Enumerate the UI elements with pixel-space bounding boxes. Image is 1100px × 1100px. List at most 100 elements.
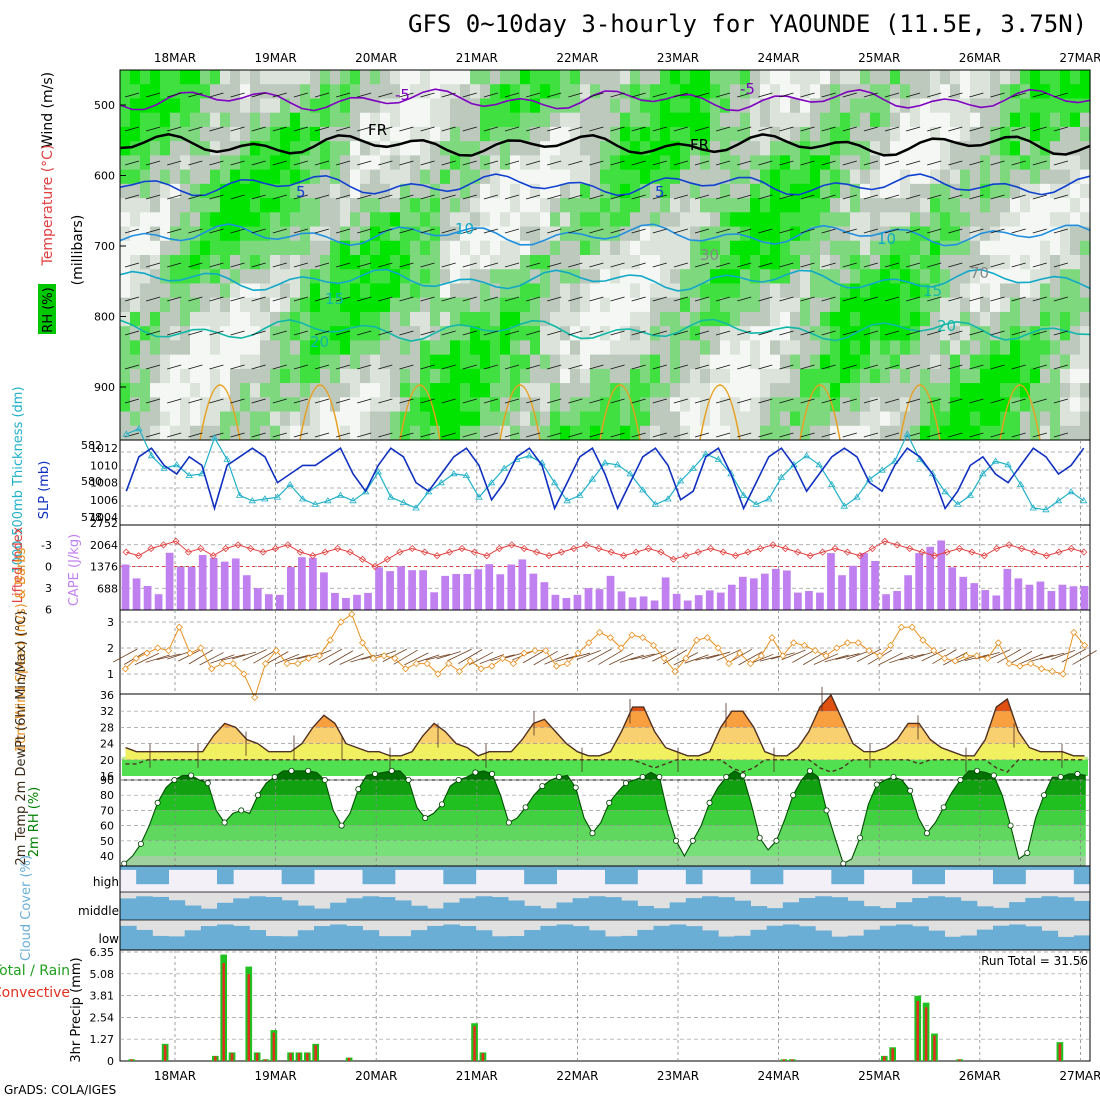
rh-cell [970,269,981,285]
rh-cell [880,169,891,185]
rh-cell [910,297,921,313]
rh-cell [700,397,711,413]
rh-point [857,834,864,841]
wind-barb [124,160,140,166]
rh-cell [920,311,931,327]
rh-cell [130,297,141,313]
rh-cell [790,169,801,185]
wind-barb [336,194,351,200]
date-label-bottom: 21MAR [456,1069,498,1083]
wind-barb [969,330,984,336]
wind-barb [399,398,414,404]
rh-cell [610,425,621,441]
wind-speed-point [919,636,927,644]
rh-cell [950,411,961,427]
rh-cell [630,354,641,370]
rh-cell [130,269,141,285]
rh-cell [1040,383,1051,398]
rh-cell [860,411,871,427]
rh-point [706,799,713,806]
rh-cell [580,255,591,270]
rh-cell [680,297,691,313]
cloud-cover-cell [572,926,590,950]
rh-cell [700,297,711,313]
rh-cell [150,425,161,441]
rh-cell [340,283,351,299]
wind-barb [884,126,900,132]
wind-barb [167,92,182,98]
rh-cell [980,368,991,384]
rh-cell [560,326,571,341]
rh-cell [120,311,131,327]
rh-cell [440,126,451,142]
rh-cell [1040,198,1051,213]
rh-cell [480,383,491,398]
wind-barb [209,330,224,336]
rh-cell [200,84,211,100]
rh-cell [810,84,821,100]
temperature-contour [299,384,341,441]
wind-barb [835,653,860,660]
rh-cell [310,98,321,114]
wind-barb [314,364,330,370]
rh-cell [670,212,681,228]
rh-cell [1070,212,1081,228]
wind-barb [420,160,435,166]
rh-cell [450,255,461,270]
rh-cell [590,112,601,128]
rh-cell [680,383,691,398]
rh-cell [810,169,821,185]
thickness-point [424,488,433,495]
thickness-point [588,475,597,482]
rh-cell [150,183,161,199]
rh-cell [620,198,631,213]
rh-point [974,767,981,774]
wind-barb [863,126,878,132]
wind-barb [737,126,752,132]
wind-barb [716,398,731,404]
rh-cell [570,169,581,185]
rh-cell [200,283,211,299]
rh-cell [1000,340,1011,356]
wind-barb [927,228,942,234]
rh-cell [750,198,761,213]
rh-cell [530,383,541,398]
rh-point [321,777,328,784]
lifted-index-point [806,552,814,560]
rh-cell [810,326,821,341]
rh-cell [720,141,731,156]
cloud-cover-cell [960,935,978,950]
rh-cell [190,240,201,256]
rh-cell [900,354,911,370]
rh-cell [540,425,551,441]
rh-cell [460,212,471,228]
rh-cell [850,311,861,327]
rh-cell [280,311,291,327]
rh-cell [920,340,931,356]
cloud-cover-cell [281,936,299,950]
rh-cell [320,84,331,100]
rh-cell [280,212,291,228]
rh-cell [490,297,501,313]
rh-cell [260,383,271,398]
wind-barb [314,262,330,268]
thickness-point [387,493,395,500]
rh-cell [1070,84,1081,100]
thickness-point [777,473,786,480]
rh-cell [750,183,761,199]
rh-cell [1050,155,1061,171]
rh-cell [1040,84,1051,100]
temperature-contour [119,318,1091,342]
cape-bar [1036,581,1045,610]
rh-cell [350,98,361,114]
rh-cell [590,141,601,156]
rh-cell [790,354,801,370]
rh-cell [140,383,151,398]
rh-cell [960,98,971,114]
wind-barb [737,364,752,370]
rh-cell [570,411,581,427]
rh-cell [600,226,611,242]
wind-barb [927,160,942,166]
rh-cell [470,112,481,128]
rh-cell [240,198,251,213]
